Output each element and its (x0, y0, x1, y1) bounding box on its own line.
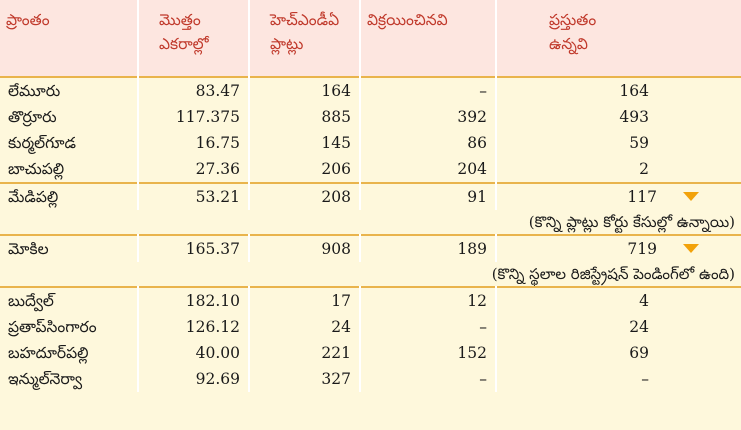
table-row: కుర్మల్‌గూడ 16.75 145 86 59 (0, 130, 741, 156)
area-cell: బహదూర్‌పల్లి (0, 340, 139, 366)
current-cell: 164 (496, 76, 741, 104)
current-cell: 24 (629, 318, 649, 336)
current-cell: 4 (496, 286, 741, 314)
table-row: బాచుపల్లి 27.36 206 204 2 (0, 156, 741, 183)
sold-cell: – (360, 366, 497, 392)
area-cell: ఇన్ముల్‌నెర్వా (0, 366, 139, 392)
header-area: ప్రాంతం (0, 0, 139, 77)
plots-cell: 327 (249, 366, 361, 392)
current-cell: 493 (619, 108, 649, 126)
plots-cell: 17 (249, 286, 361, 314)
table-row: బుద్వేల్ 182.10 17 12 4 (0, 286, 741, 314)
header-hmda-plots: హెచ్ఎండీఏ ప్లాట్లు (249, 0, 361, 77)
table-row: మోకిల 165.37 908 189 719 (0, 234, 741, 262)
acres-cell: 40.00 (138, 340, 250, 366)
acres-cell: 16.75 (138, 130, 250, 156)
header-sold: విక్రయించినవి (360, 0, 497, 77)
note-marker-icon (683, 243, 699, 253)
header-total-acres: మొత్తం ఎకరాల్లో (138, 0, 250, 77)
area-cell: తొర్రూరు (0, 104, 139, 130)
table-row: తొర్రూరు 117.375 885 392 493 (0, 104, 741, 130)
current-cell: 2 (639, 160, 649, 178)
plots-cell: 206 (249, 156, 361, 183)
area-cell: బుద్వేల్ (0, 286, 139, 314)
row-note: (కొన్ని స్థలాల రిజిస్ట్రేషన్ పెండింగ్‌లో… (491, 265, 735, 283)
table-row: ప్రతాప్‌సింగారం 126.12 24 – 24 (0, 314, 741, 340)
acres-cell: 182.10 (138, 286, 250, 314)
plots-cell: 164 (249, 76, 361, 104)
sold-cell: 12 (360, 286, 497, 314)
area-cell: మోకిల (0, 234, 139, 262)
sold-cell: – (360, 76, 497, 104)
current-cell: 69 (629, 344, 649, 362)
sold-cell: – (360, 314, 497, 340)
plots-cell: 221 (249, 340, 361, 366)
table-row: మేడిపల్లి 53.21 208 91 117 (0, 182, 741, 210)
note-marker-icon (683, 191, 699, 201)
acres-cell: 92.69 (138, 366, 250, 392)
current-cell: 719 (496, 234, 741, 262)
area-cell: లేమూరు (0, 76, 139, 104)
plots-cell: 24 (249, 314, 361, 340)
plots-cell: 908 (249, 234, 361, 262)
table-row: ఇన్ముల్‌నెర్వా 92.69 327 – – (0, 366, 741, 392)
header-currently-available: ప్రస్తుతం ఉన్నవి (496, 0, 741, 77)
plots-cell: 885 (249, 104, 361, 130)
sold-cell: 91 (360, 182, 497, 210)
table-row: బహదూర్‌పల్లి 40.00 221 152 69 (0, 340, 741, 366)
acres-cell: 165.37 (138, 234, 250, 262)
table-row: లేమూరు 83.47 164 – 164 (0, 76, 741, 104)
plots-cell: 208 (249, 182, 361, 210)
row-note: (కొన్ని ప్లాట్లు కోర్టు కేసుల్లో ఉన్నాయి… (528, 213, 735, 231)
plots-cell: 145 (249, 130, 361, 156)
sold-cell: 189 (360, 234, 497, 262)
current-cell: 117 (496, 182, 741, 210)
area-cell: కుర్మల్‌గూడ (0, 130, 139, 156)
acres-cell: 126.12 (138, 314, 250, 340)
sold-cell: 392 (360, 104, 497, 130)
acres-cell: 53.21 (138, 182, 250, 210)
acres-cell: 83.47 (138, 76, 250, 104)
note-row: (కొన్ని స్థలాల రిజిస్ట్రేషన్ పెండింగ్‌లో… (0, 262, 741, 287)
current-cell: – (641, 370, 649, 388)
acres-cell: 27.36 (138, 156, 250, 183)
sold-cell: 204 (360, 156, 497, 183)
area-cell: మేడిపల్లి (0, 182, 139, 210)
header-row: ప్రాంతం మొత్తం ఎకరాల్లో హెచ్ఎండీఏ ప్లాట్లు… (0, 0, 741, 77)
plots-table: ప్రాంతం మొత్తం ఎకరాల్లో హెచ్ఎండీఏ ప్లాట్లు… (0, 0, 741, 392)
acres-cell: 117.375 (138, 104, 250, 130)
current-cell: 59 (629, 134, 649, 152)
note-row: (కొన్ని ప్లాట్లు కోర్టు కేసుల్లో ఉన్నాయి… (0, 210, 741, 235)
sold-cell: 86 (360, 130, 497, 156)
area-cell: బాచుపల్లి (0, 156, 139, 183)
sold-cell: 152 (360, 340, 497, 366)
area-cell: ప్రతాప్‌సింగారం (0, 314, 139, 340)
